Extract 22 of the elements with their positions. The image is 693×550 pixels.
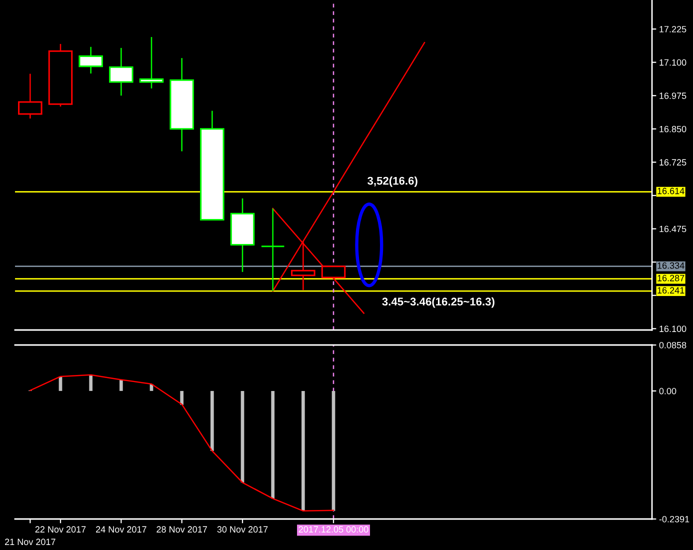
x-tick-label: 30 Nov 2017 <box>217 526 268 533</box>
y-tick-label: 17.100 <box>660 59 686 66</box>
y-tick-label: -0.2391 <box>659 516 690 522</box>
ref-line-label: 16.287 <box>658 274 684 282</box>
y-tick-label: 0.00 <box>659 388 676 394</box>
x-tick-label: 21 Nov 2017 <box>5 538 56 546</box>
y-tick-label: 16.100 <box>660 326 686 332</box>
y-tick-label: 16.975 <box>660 92 686 99</box>
y-tick-label: 16.475 <box>660 226 686 232</box>
ref-line-label: 16.614 <box>658 188 684 194</box>
ref-line-label: 16.334 <box>658 262 684 269</box>
annotation: 3.45~3.46(16.25~16.3) <box>382 297 494 308</box>
x-tick-label: 24 Nov 2017 <box>96 526 146 533</box>
x-tick-label: 28 Nov 2017 <box>156 526 207 533</box>
x-tick-label: 22 Nov 2017 <box>35 526 86 533</box>
y-tick-label: 16.850 <box>660 126 686 132</box>
x-tick-label: 2017.12.05 00:00 <box>298 526 368 533</box>
y-tick-label: 16.725 <box>660 159 686 166</box>
y-tick-label: 0.0858 <box>659 342 686 348</box>
annotation: 3,52(16.6) <box>368 176 418 187</box>
ref-line-label: 16.241 <box>658 287 684 294</box>
y-tick-label: 17.225 <box>660 26 686 32</box>
